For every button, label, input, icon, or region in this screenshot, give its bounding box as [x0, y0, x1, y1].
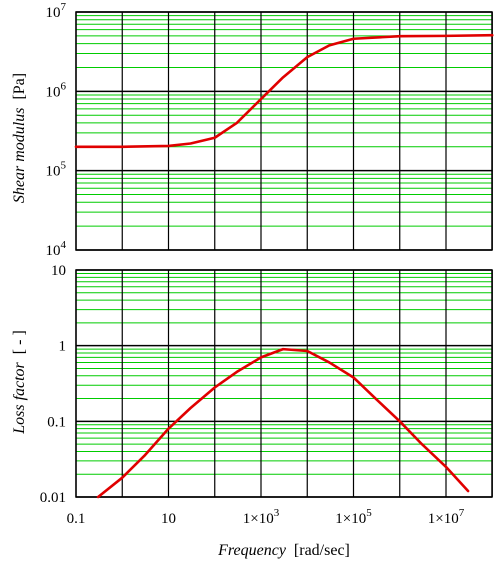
- bottom-plot-bg: [76, 270, 492, 497]
- bottom-ytick-label: 0.1: [47, 414, 66, 430]
- xtick-base: 1×10: [335, 511, 366, 527]
- xtick-label: 1×107: [428, 507, 465, 527]
- xtick-label: 1×105: [335, 507, 372, 527]
- bottom-ylabel-unit: [ - ]: [11, 330, 28, 354]
- bottom-plot-frame: [75, 269, 493, 498]
- xlabel-italic: Frequency: [217, 542, 287, 559]
- top-ytick-base: 10: [46, 243, 61, 259]
- top-ytick-label: 104: [46, 239, 67, 259]
- bottom-ytick-label: 1: [59, 339, 67, 355]
- bottom-ytick-label: 0.01: [40, 490, 66, 506]
- top-ytick-base: 10: [46, 84, 61, 100]
- top-ytick-base: 10: [46, 5, 61, 21]
- xtick-base: 1×10: [243, 511, 274, 527]
- top-ylabel-italic: Shear modulus: [11, 108, 28, 204]
- top-ytick-label: 107: [46, 1, 67, 21]
- top-ytick-exponent: 7: [61, 1, 67, 13]
- top-ytick-base: 10: [46, 164, 61, 180]
- top-ytick-exponent: 5: [61, 160, 67, 172]
- xtick-exponent: 7: [459, 507, 465, 519]
- bottom-ylabel-italic: Loss factor: [11, 361, 28, 434]
- top-ytick-exponent: 4: [61, 239, 67, 251]
- top-series-line: [74, 33, 494, 149]
- top-plot-bg: [76, 12, 492, 250]
- top-ytick-exponent: 6: [61, 80, 67, 92]
- xlabel: Frequency [rad/sec]: [217, 542, 350, 559]
- bottom-ytick-label: 10: [51, 263, 66, 279]
- xtick-base: 10: [161, 511, 176, 527]
- top-ytick-label: 106: [46, 80, 67, 100]
- bottom-plot-area: [75, 269, 493, 499]
- xtick-label: 0.1: [67, 511, 86, 527]
- xtick-base: 1×10: [428, 511, 459, 527]
- top-ylabel-unit: [Pa]: [11, 73, 28, 100]
- xlabel-unit: [rad/sec]: [294, 542, 350, 559]
- xtick-label: 10: [161, 511, 176, 527]
- xtick-exponent: 5: [366, 507, 372, 519]
- bottom-ylabel: Loss factor [ - ]: [11, 330, 28, 435]
- xtick-label: 1×103: [243, 507, 280, 527]
- top-plot-frame: [75, 11, 493, 251]
- top-ytick-label: 105: [46, 160, 67, 180]
- xtick-base: 0.1: [67, 511, 86, 527]
- xtick-exponent: 3: [274, 507, 280, 519]
- top-ylabel: Shear modulus [Pa]: [11, 73, 28, 203]
- top-plot-area: [74, 11, 494, 251]
